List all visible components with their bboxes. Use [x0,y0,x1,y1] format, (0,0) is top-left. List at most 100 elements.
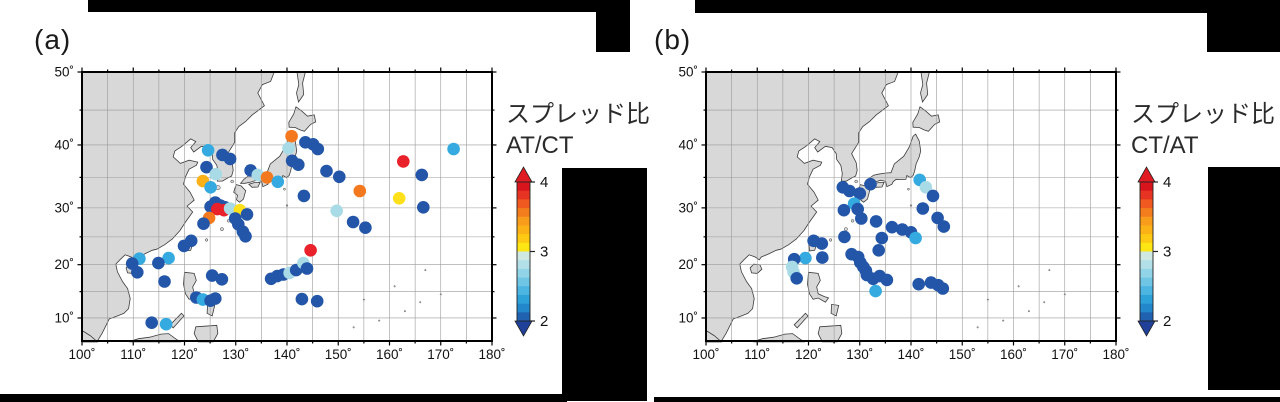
station-dot [919,181,933,194]
colorbar-tick-label: 3 [1163,244,1171,261]
lat-tick-label: 30˚ [54,200,74,215]
station-dot [415,168,429,182]
station-dot [853,187,867,200]
station-dot [837,203,851,217]
colorbar-tick-label: 4 [1163,174,1171,191]
station-dot [875,231,889,245]
station-dot [300,262,314,275]
station-dot [869,215,883,228]
colorbar-b-title-line1: スプレッド比 [1131,101,1275,128]
station-dot [310,294,324,308]
station-dot [843,184,856,198]
station-dot [359,221,372,234]
station-dot [869,284,882,298]
lat-tick-label: 40˚ [678,137,698,152]
map-panel-a: 100˚ 110˚ 120˚ 130˚ 140˚ 150˚ 160˚ 170˚ 180˚ 50˚ 4… [54,65,505,363]
station-dot [282,142,295,155]
station-dot [815,237,829,250]
station-dot [223,202,237,215]
station-dot [205,269,219,282]
lat-tick-label: 30˚ [678,200,698,215]
lon-tick-label: 180˚ [478,347,505,362]
station-dot [864,177,877,191]
station-dot [152,256,165,270]
lon-tick-label: 140˚ [897,347,924,362]
redaction-box-top-center [596,0,630,52]
station-dot [872,244,885,257]
station-dot [330,204,343,218]
station-dot [346,215,360,229]
lat-tick-label: 40˚ [54,137,74,152]
lat-tick-label: 20˚ [54,257,74,272]
station-dot [215,273,229,286]
station-dot [447,142,460,156]
station-dot [131,266,144,279]
colorbar-a-title: スプレッド比 AT/CT [506,99,650,161]
lon-tick-label: 110˚ [744,347,770,362]
station-dot [880,273,894,287]
station-dot [912,277,925,291]
station-dot [885,220,899,234]
station-dot [260,171,274,184]
colorbar-tick-label: 3 [540,244,548,261]
station-dot [292,158,305,171]
colorbar-a-title-line2: AT/CT [506,132,574,159]
station-dot [145,316,158,329]
panel-b-letter: (b) [654,24,692,55]
lon-tick-label: 120˚ [795,347,822,362]
redaction-box-corner-right [1207,13,1280,52]
station-dot [353,184,367,198]
station-dot [197,217,210,230]
station-dot [223,152,237,166]
station-dot [392,192,406,205]
redaction-box-right [1208,167,1280,390]
station-dot [304,244,317,257]
station-dot [931,211,944,225]
station-dot [799,251,812,265]
lon-tick-label: 110˚ [120,347,146,362]
station-dot [209,167,223,181]
station-dot [204,181,217,194]
lon-tick-label: 160˚ [376,347,403,362]
lon-tick-label: 120˚ [171,347,198,362]
station-dot [333,170,346,184]
colorbar-a-title-line1: スプレッド比 [506,101,650,128]
station-dot [295,292,309,306]
station-dot [855,212,868,225]
station-dot [200,160,213,174]
lon-tick-label: 130˚ [222,347,249,362]
station-dot [239,230,252,243]
lon-tick-label: 100˚ [68,347,95,362]
colorbar-b: 4 3 2 [1137,166,1171,337]
station-dot [240,208,254,221]
lon-tick-label: 180˚ [1102,347,1129,362]
lon-tick-label: 150˚ [949,347,976,362]
lon-tick-label: 150˚ [325,347,352,362]
lat-tick-label: 20˚ [678,257,698,272]
panel-a-letter: (a) [34,24,72,55]
colorbar-tick-label: 4 [540,174,548,191]
lon-tick-label: 140˚ [273,347,300,362]
station-dot [209,292,222,305]
station-dot [838,230,851,244]
station-dot [297,189,311,203]
lon-tick-label: 130˚ [846,347,873,362]
station-dot [417,201,430,214]
station-dot [909,231,922,245]
lat-tick-label: 50˚ [678,65,698,80]
station-dot [816,251,829,264]
colorbar-tick-label: 2 [1163,313,1171,330]
station-dot [916,202,930,215]
station-dot [320,164,333,178]
lon-tick-label: 170˚ [427,347,454,362]
colorbar-b-title-line2: CT/AT [1131,132,1199,159]
station-dot [937,220,951,233]
station-dot [926,189,940,203]
lon-tick-label: 160˚ [1000,347,1027,362]
redaction-box-bottom-left [0,394,567,402]
station-dot [184,234,198,248]
station-dot [162,251,175,265]
colorbar-tick-label: 2 [540,313,548,330]
lat-tick-label: 10˚ [54,310,74,325]
station-dot [271,175,285,189]
